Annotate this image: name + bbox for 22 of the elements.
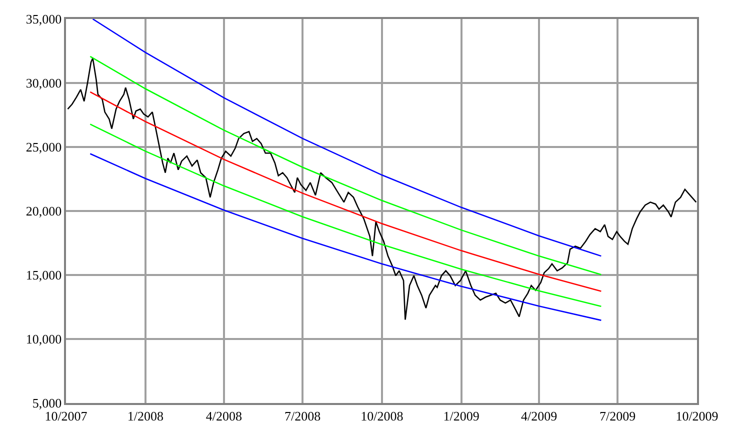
y-tick-label: 25,000	[26, 140, 62, 155]
line-series	[90, 153, 602, 321]
x-tick-label: 10/2008	[360, 408, 404, 424]
y-tick-label: 5,000	[32, 396, 62, 411]
x-tick-label: 1/2009	[443, 408, 480, 424]
x-tick-label: 4/2008	[206, 408, 242, 424]
x-tick-label: 1/2008	[127, 408, 164, 424]
line-series	[90, 56, 602, 276]
line-series	[67, 58, 697, 320]
x-tick-label: 10/2009	[676, 408, 718, 424]
line-series	[92, 19, 602, 257]
x-tick-label: 7/2009	[600, 408, 636, 424]
x-tick-label: 4/2009	[520, 408, 558, 424]
y-tick-label: 20,000	[26, 204, 62, 219]
y-tick-label: 35,000	[26, 12, 62, 27]
x-tick-label: 7/2008	[284, 408, 321, 424]
y-tick-label: 10,000	[26, 332, 62, 347]
y-tick-label: 30,000	[26, 76, 62, 91]
line-series	[90, 91, 602, 292]
x-tick-label: 10/2007	[44, 408, 88, 424]
line-series	[90, 124, 602, 308]
y-tick-label: 15,000	[26, 268, 62, 283]
